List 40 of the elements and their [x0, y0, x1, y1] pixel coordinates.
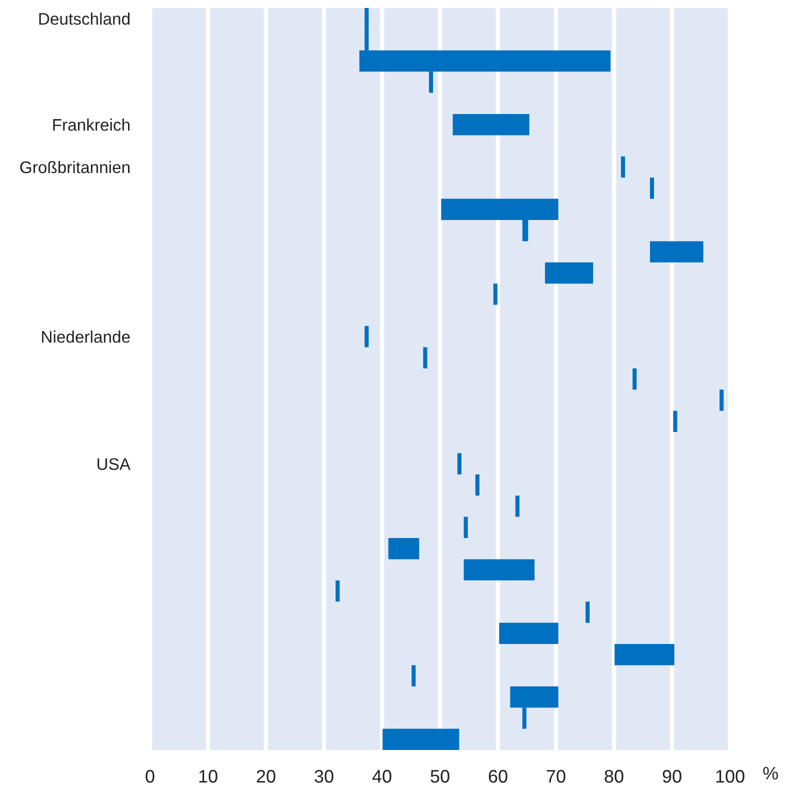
- bar: [382, 728, 460, 750]
- bar: [464, 559, 535, 580]
- bar: [632, 368, 637, 390]
- y-tick-label: Niederlande: [42, 330, 130, 343]
- x-tick-label: 20: [256, 770, 276, 783]
- x-tick-label: 60: [488, 770, 508, 783]
- bar: [423, 347, 428, 368]
- bar: [650, 178, 654, 199]
- bar: [544, 262, 594, 284]
- x-axis-title: %: [763, 766, 778, 780]
- bar: [650, 241, 704, 262]
- x-tick-label: 0: [146, 770, 154, 783]
- bar: [464, 516, 468, 538]
- bar: [586, 602, 590, 623]
- y-tick-label: USA: [98, 458, 131, 470]
- x-tick-label: 30: [314, 770, 334, 783]
- bar: [457, 453, 462, 474]
- bar: [499, 622, 558, 644]
- x-tick-label: 40: [372, 770, 392, 783]
- bar: [364, 326, 369, 348]
- x-tick-label: 10: [199, 770, 218, 783]
- y-tick-label: Deutschland: [39, 12, 130, 25]
- bar: [720, 390, 724, 411]
- x-tick-label: 90: [662, 770, 682, 783]
- bar: [673, 410, 678, 432]
- bar: [336, 580, 340, 602]
- x-tick-label: 70: [546, 770, 566, 783]
- x-tick-label: 100: [716, 770, 744, 783]
- bar: [620, 156, 626, 178]
- bar: [515, 496, 520, 517]
- y-tick-label: Großbritannien: [20, 160, 130, 174]
- bar: [452, 114, 530, 136]
- x-tick-label: 50: [430, 770, 450, 783]
- bar: [475, 474, 480, 496]
- bar: [493, 284, 498, 305]
- bar: [388, 538, 420, 560]
- bar: [412, 665, 416, 686]
- x-tick-label: 80: [604, 770, 624, 783]
- bar: [614, 644, 674, 666]
- y-tick-label: Frankreich: [53, 118, 130, 131]
